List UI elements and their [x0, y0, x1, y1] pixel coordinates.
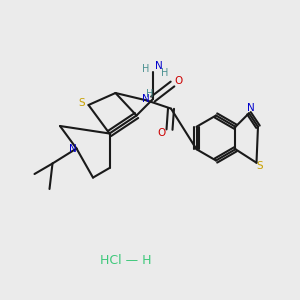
Text: H: H [142, 64, 149, 74]
Text: N: N [142, 94, 149, 104]
Text: N: N [69, 143, 77, 154]
Text: H: H [161, 68, 168, 79]
Text: HCl — H: HCl — H [100, 254, 152, 268]
Text: O: O [174, 76, 183, 86]
Text: S: S [256, 161, 263, 171]
Text: H: H [146, 89, 153, 99]
Text: O: O [158, 128, 166, 138]
Text: N: N [247, 103, 254, 113]
Text: S: S [79, 98, 85, 108]
Text: N: N [154, 61, 162, 71]
